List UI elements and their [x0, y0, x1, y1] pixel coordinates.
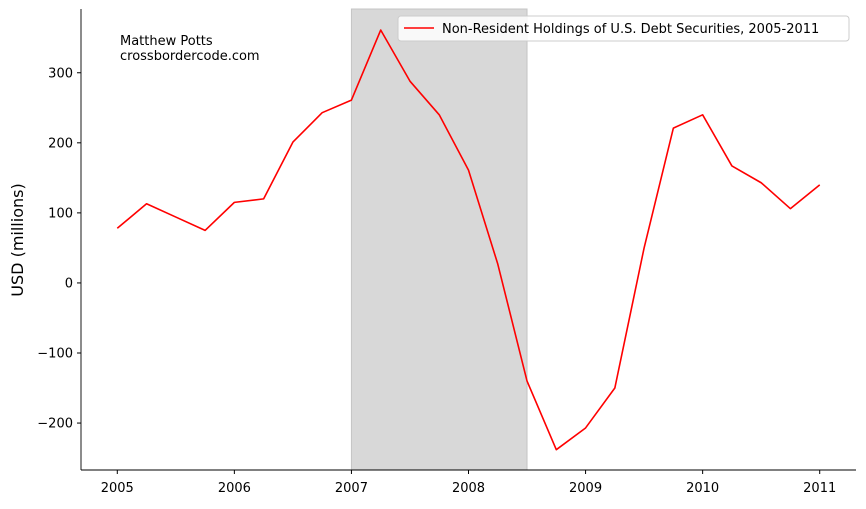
x-tick-label: 2009: [569, 481, 602, 496]
y-tick-label: 0: [65, 276, 73, 291]
legend-label: Non-Resident Holdings of U.S. Debt Secur…: [442, 22, 819, 37]
annotation-author: Matthew Potts: [120, 34, 213, 49]
y-axis-label: USD (millions): [8, 183, 27, 296]
y-axis-ticks: −200 −100 0 100 200 300: [37, 66, 81, 431]
shaded-region: [351, 9, 527, 470]
x-tick-label: 2011: [803, 481, 836, 496]
y-tick-label: 100: [48, 206, 73, 221]
y-tick-label: −200: [37, 417, 73, 432]
x-tick-label: 2005: [101, 481, 134, 496]
y-tick-label: 300: [48, 66, 73, 81]
x-tick-label: 2007: [335, 481, 368, 496]
legend: Non-Resident Holdings of U.S. Debt Secur…: [398, 16, 849, 41]
y-tick-label: −100: [37, 346, 73, 361]
x-tick-label: 2006: [218, 481, 251, 496]
x-tick-label: 2010: [686, 481, 719, 496]
annotation-site: crossbordercode.com: [120, 49, 260, 64]
y-tick-label: 200: [48, 136, 73, 151]
x-axis-ticks: 2005 2006 2007 2008 2009 2010 2011: [101, 470, 837, 496]
x-tick-label: 2008: [452, 481, 485, 496]
